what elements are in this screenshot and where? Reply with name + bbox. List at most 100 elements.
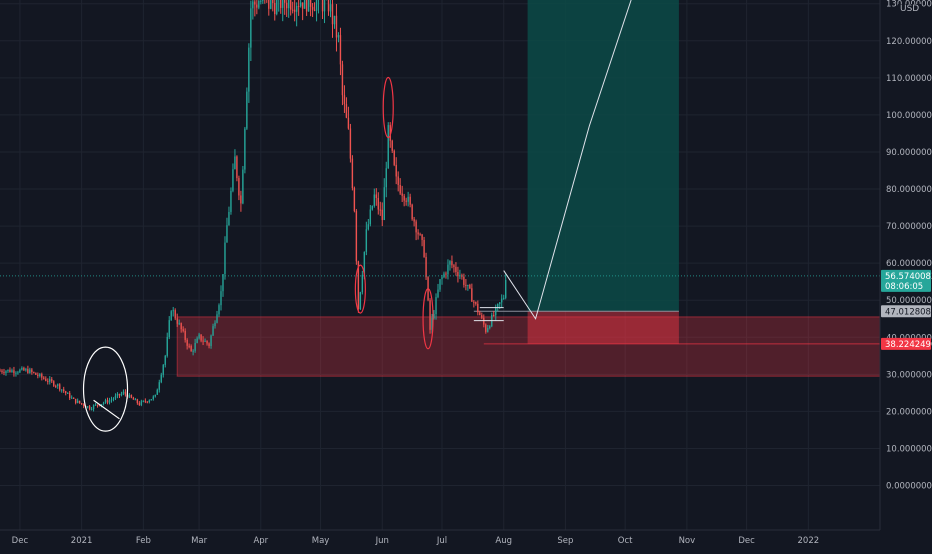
candle-body — [244, 128, 246, 170]
candle-body — [154, 394, 156, 397]
annotation-ellipse — [82, 346, 129, 432]
candle-body — [497, 303, 499, 308]
candle-body — [445, 273, 447, 275]
candle-body — [168, 320, 170, 337]
candle-body — [202, 340, 204, 342]
candle-body — [493, 314, 495, 316]
candle-body — [186, 339, 188, 346]
x-tick-label: Jun — [375, 536, 389, 546]
candle-body — [206, 340, 208, 344]
stop-level-badge — [881, 337, 931, 350]
candle-body — [457, 272, 459, 277]
candle-body — [286, 2, 288, 9]
candle-body — [299, 2, 302, 7]
candle-body — [150, 399, 153, 401]
candle-body — [309, 0, 312, 7]
candle-body — [212, 326, 214, 336]
candle-body — [120, 393, 123, 396]
candle-body — [72, 397, 75, 399]
candle-body — [455, 266, 457, 273]
candle-body — [349, 128, 352, 159]
candle-body — [256, 4, 258, 8]
candle-body — [184, 330, 186, 340]
x-tick-label: Feb — [136, 536, 151, 546]
currency-label: USD — [898, 4, 922, 14]
candle-body — [419, 234, 421, 236]
candle-body — [55, 385, 57, 387]
candle-body — [431, 318, 433, 330]
candle-body — [146, 401, 149, 403]
candle-body — [98, 405, 101, 407]
candle-body — [301, 2, 304, 9]
candle-body — [252, 1, 254, 9]
candle-body — [413, 219, 415, 222]
candle-body — [371, 205, 374, 210]
candle-body — [114, 395, 117, 399]
entry-level-badge — [881, 305, 931, 318]
candle-body — [397, 176, 399, 185]
candle-body — [15, 372, 17, 374]
candle-body — [152, 396, 154, 400]
candle-body — [409, 196, 411, 205]
candle-body — [272, 0, 274, 4]
candle-body — [341, 64, 344, 96]
stop-level-label: 38.2242496 — [885, 340, 932, 350]
candle-body — [33, 372, 35, 374]
candle-body — [148, 400, 151, 403]
candle-body — [196, 338, 198, 343]
candle-body — [138, 403, 141, 406]
candle-body — [303, 0, 306, 9]
candle-body — [31, 369, 33, 373]
candle-body — [357, 261, 360, 310]
candle-body — [208, 343, 210, 347]
candle-body — [339, 35, 342, 65]
candle-body — [379, 209, 381, 211]
candle-body — [13, 370, 15, 374]
candle-body — [437, 289, 439, 298]
candle-body — [274, 3, 276, 15]
candle-body — [45, 378, 47, 381]
candle-body — [477, 303, 479, 313]
candle-body — [293, 9, 296, 12]
candle-body — [405, 200, 407, 202]
candle-body — [234, 156, 236, 170]
candle-body — [74, 398, 77, 403]
candle-body — [47, 380, 49, 382]
candle-body — [198, 334, 200, 339]
candle-body — [469, 284, 471, 289]
y-tick-label: 20.0000000 — [886, 407, 932, 417]
candle-body — [37, 374, 39, 377]
candle-body — [485, 324, 487, 332]
candle-body — [204, 340, 206, 342]
candle-body — [53, 381, 55, 386]
candle-body — [280, 0, 282, 8]
current-price-label: 08:06:05 — [885, 282, 923, 292]
candle-body — [471, 288, 473, 302]
candle-body — [51, 379, 53, 382]
candle-body — [70, 397, 73, 399]
candle-body — [305, 0, 308, 12]
x-tick-label: Nov — [679, 536, 696, 546]
candle-body — [313, 9, 316, 11]
x-tick-label: Mar — [191, 536, 208, 546]
y-tick-label: 90.0000000 — [886, 148, 932, 158]
current-price-label: 56.5740083 — [885, 272, 932, 282]
candle-body — [156, 389, 158, 395]
y-tick-label: 0.0000000 — [886, 482, 932, 492]
current-price-badge — [881, 269, 931, 292]
candle-body — [100, 404, 103, 406]
candle-body — [76, 400, 79, 403]
candle-body — [176, 318, 178, 324]
candle-body — [254, 1, 256, 5]
candle-body — [96, 404, 99, 406]
candle-body — [35, 372, 37, 375]
x-tick-label: Oct — [618, 536, 633, 546]
candle-body — [381, 209, 383, 221]
candle-body — [363, 251, 366, 275]
candle-body — [355, 211, 358, 262]
candle-body — [389, 125, 391, 141]
candle-body — [297, 5, 300, 7]
